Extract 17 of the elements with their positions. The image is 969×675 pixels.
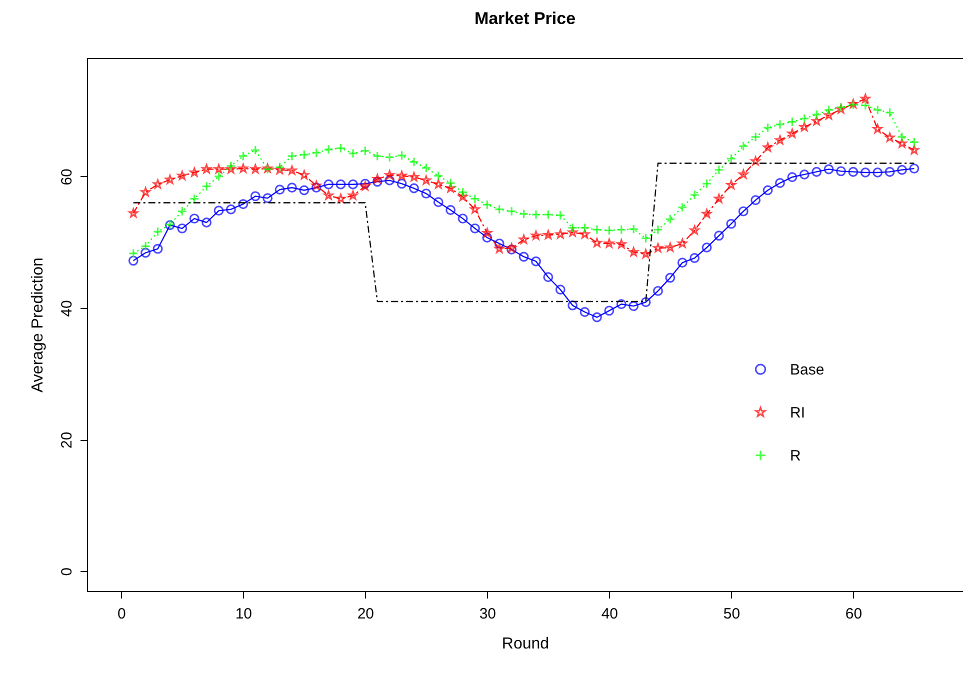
x-tick-label: 30 — [479, 606, 496, 622]
x-tick-label: 40 — [601, 606, 618, 622]
y-tick-label: 0 — [58, 568, 76, 576]
y-tick-label: 60 — [58, 168, 76, 186]
x-tick-label: 50 — [723, 606, 740, 622]
x-tick-label: 20 — [357, 606, 374, 622]
x-tick-label: 10 — [235, 606, 252, 622]
x-tick-label: 60 — [845, 606, 862, 622]
y-tick-label: 20 — [58, 432, 76, 448]
legend-label: R — [790, 447, 801, 464]
legend-label: RI — [790, 404, 805, 422]
chart-title: Market Price — [474, 9, 576, 28]
y-tick-label: 40 — [58, 300, 76, 317]
legend-label: Base — [790, 361, 824, 378]
x-tick-label: 0 — [117, 606, 126, 622]
y-axis-title: Average Prediction — [30, 258, 46, 392]
x-axis-title: Round — [502, 636, 550, 652]
